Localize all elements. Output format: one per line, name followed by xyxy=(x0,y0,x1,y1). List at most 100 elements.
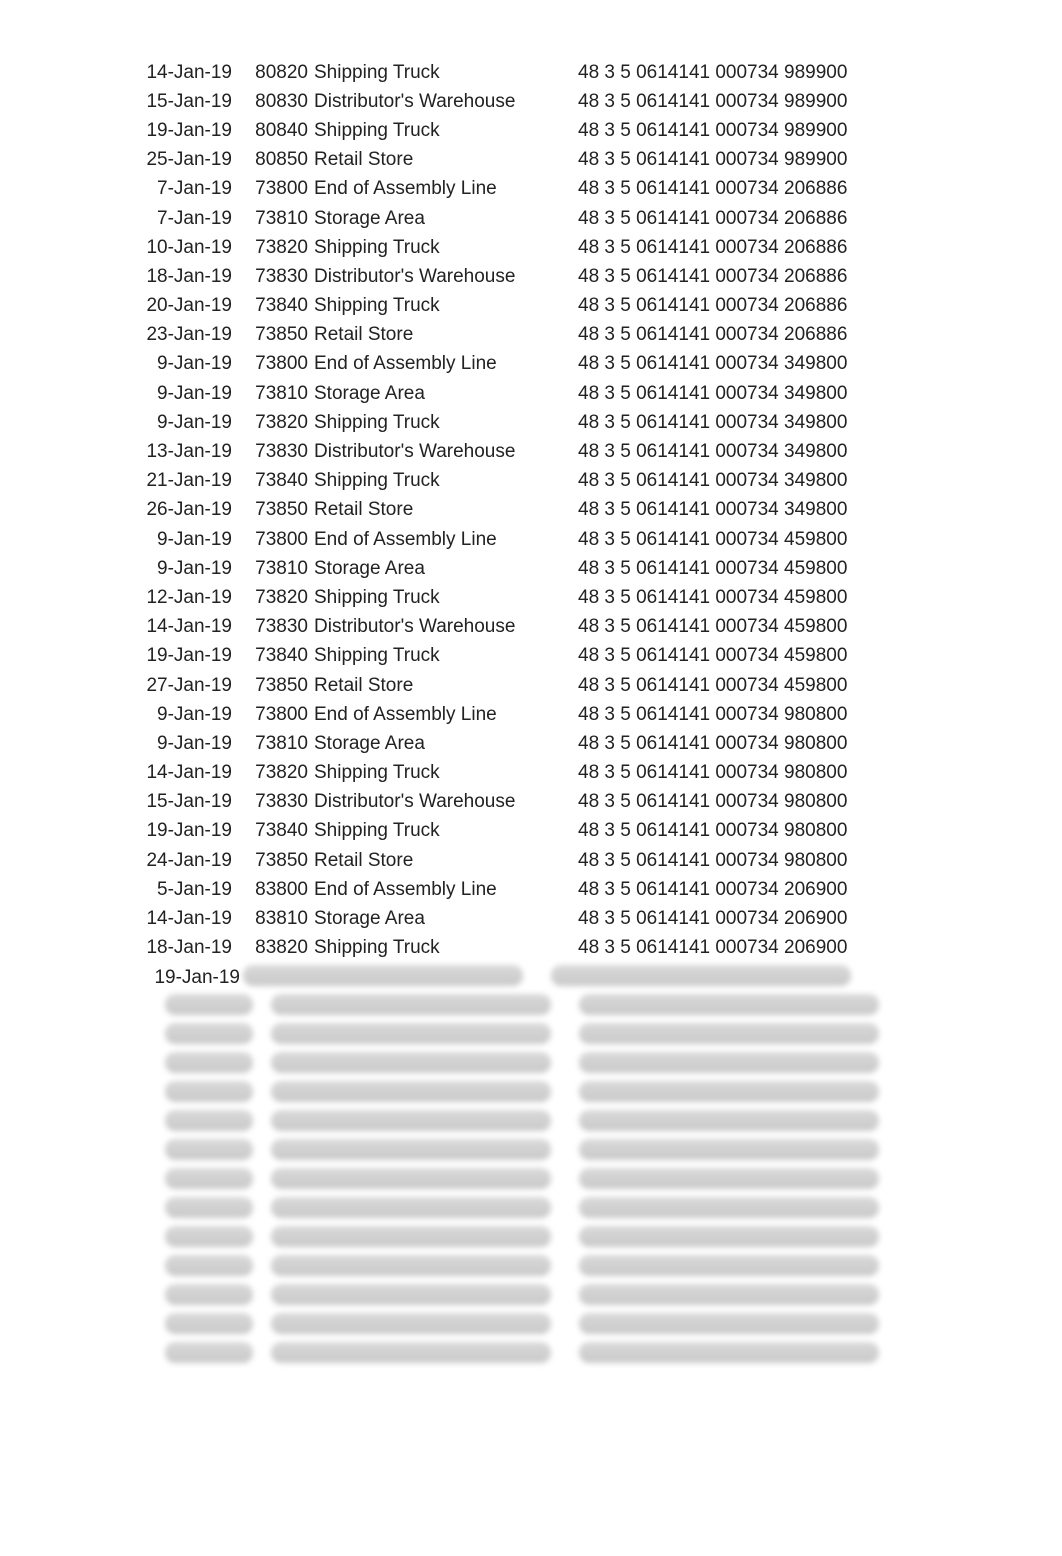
table-row: 27-Jan-1973850Retail Store48 3 5 0614141… xyxy=(100,671,1000,700)
cell-date: 23-Jan-19 xyxy=(100,324,240,346)
obscured-chunk xyxy=(271,1197,551,1218)
cell-code: 73840 xyxy=(240,820,314,842)
table-row: 23-Jan-1973850Retail Store48 3 5 0614141… xyxy=(100,321,1000,350)
cell-numbers: 48 3 5 0614141 000734 980800 xyxy=(578,762,978,784)
cell-numbers: 48 3 5 0614141 000734 980800 xyxy=(578,791,978,813)
cell-code: 80830 xyxy=(240,91,314,113)
cell-code: 73810 xyxy=(240,208,314,230)
cell-date: 27-Jan-19 xyxy=(100,675,240,697)
table-row: 13-Jan-1973830Distributor's Warehouse48 … xyxy=(100,437,1000,466)
table-row: 10-Jan-1973820Shipping Truck48 3 5 06141… xyxy=(100,233,1000,262)
cell-code: 73810 xyxy=(240,383,314,405)
obscured-row xyxy=(165,1110,965,1131)
obscured-row xyxy=(165,965,965,986)
cell-code: 83820 xyxy=(240,937,314,959)
cell-code: 73850 xyxy=(240,324,314,346)
cell-description: Shipping Truck xyxy=(314,937,578,959)
cell-description: Storage Area xyxy=(314,908,578,930)
obscured-chunk xyxy=(165,1313,253,1334)
cell-description: Storage Area xyxy=(314,208,578,230)
table-row: 9-Jan-1973800End of Assembly Line48 3 5 … xyxy=(100,525,1000,554)
cell-description: End of Assembly Line xyxy=(314,704,578,726)
obscured-chunk xyxy=(579,1226,879,1247)
cell-numbers: 48 3 5 0614141 000734 349800 xyxy=(578,470,978,492)
cell-numbers: 48 3 5 0614141 000734 206886 xyxy=(578,208,978,230)
obscured-chunk xyxy=(243,965,523,986)
cell-code: 73830 xyxy=(240,616,314,638)
obscured-chunk xyxy=(165,1110,253,1131)
cell-numbers: 48 3 5 0614141 000734 206886 xyxy=(578,295,978,317)
cell-numbers: 48 3 5 0614141 000734 349800 xyxy=(578,441,978,463)
cell-numbers: 48 3 5 0614141 000734 989900 xyxy=(578,62,978,84)
cell-code: 73850 xyxy=(240,499,314,521)
cell-date: 5-Jan-19 xyxy=(100,879,240,901)
cell-date: 19-Jan-19 xyxy=(100,820,240,842)
document-page: 14-Jan-1980820Shipping Truck48 3 5 06141… xyxy=(0,0,1062,1556)
cell-numbers: 48 3 5 0614141 000734 980800 xyxy=(578,820,978,842)
obscured-chunk xyxy=(165,1255,253,1276)
cell-date: 9-Jan-19 xyxy=(100,383,240,405)
cell-numbers: 48 3 5 0614141 000734 206886 xyxy=(578,266,978,288)
obscured-chunk xyxy=(579,1139,879,1160)
cell-description: Distributor's Warehouse xyxy=(314,791,578,813)
obscured-row xyxy=(165,1313,965,1334)
cell-code: 73850 xyxy=(240,850,314,872)
cell-numbers: 48 3 5 0614141 000734 459800 xyxy=(578,558,978,580)
obscured-chunk xyxy=(165,1226,253,1247)
cell-description: Shipping Truck xyxy=(314,120,578,142)
cell-description: Shipping Truck xyxy=(314,412,578,434)
cell-code: 73800 xyxy=(240,178,314,200)
obscured-chunk xyxy=(165,994,253,1015)
cell-code: 73800 xyxy=(240,704,314,726)
cell-date: 21-Jan-19 xyxy=(100,470,240,492)
cell-description: Distributor's Warehouse xyxy=(314,616,578,638)
cell-date: 10-Jan-19 xyxy=(100,237,240,259)
obscured-chunk xyxy=(165,1052,253,1073)
cell-description: Distributor's Warehouse xyxy=(314,266,578,288)
cell-numbers: 48 3 5 0614141 000734 349800 xyxy=(578,499,978,521)
cell-description: Retail Store xyxy=(314,324,578,346)
table-row: 9-Jan-1973810Storage Area48 3 5 0614141 … xyxy=(100,379,1000,408)
cell-numbers: 48 3 5 0614141 000734 989900 xyxy=(578,120,978,142)
obscured-chunk xyxy=(271,1313,551,1334)
table-row: 15-Jan-1973830Distributor's Warehouse48 … xyxy=(100,788,1000,817)
cell-numbers: 48 3 5 0614141 000734 459800 xyxy=(578,587,978,609)
cell-description: Retail Store xyxy=(314,149,578,171)
cell-date: 19-Jan-19 xyxy=(100,120,240,142)
obscured-chunk xyxy=(165,1197,253,1218)
cell-date: 9-Jan-19 xyxy=(100,704,240,726)
obscured-row xyxy=(165,1197,965,1218)
table-row: 9-Jan-1973820Shipping Truck48 3 5 061414… xyxy=(100,408,1000,437)
obscured-chunk xyxy=(271,1255,551,1276)
cell-numbers: 48 3 5 0614141 000734 459800 xyxy=(578,616,978,638)
obscured-chunk xyxy=(579,1081,879,1102)
obscured-chunk xyxy=(579,1168,879,1189)
obscured-chunk xyxy=(579,1110,879,1131)
obscured-row xyxy=(165,1052,965,1073)
cell-date: 14-Jan-19 xyxy=(100,616,240,638)
obscured-chunk xyxy=(579,1197,879,1218)
obscured-chunk xyxy=(271,1081,551,1102)
cell-date: 14-Jan-19 xyxy=(100,762,240,784)
cell-description: Shipping Truck xyxy=(314,820,578,842)
cell-code: 73800 xyxy=(240,353,314,375)
cell-code: 83800 xyxy=(240,879,314,901)
obscured-chunk xyxy=(271,994,551,1015)
cell-code: 73840 xyxy=(240,470,314,492)
cell-description: End of Assembly Line xyxy=(314,879,578,901)
cell-numbers: 48 3 5 0614141 000734 459800 xyxy=(578,529,978,551)
table-row: 18-Jan-1973830Distributor's Warehouse48 … xyxy=(100,262,1000,291)
table-row: 14-Jan-1973830Distributor's Warehouse48 … xyxy=(100,613,1000,642)
obscured-chunk xyxy=(579,1342,879,1363)
cell-code: 80850 xyxy=(240,149,314,171)
table-row: 9-Jan-1973810Storage Area48 3 5 0614141 … xyxy=(100,554,1000,583)
cell-date: 26-Jan-19 xyxy=(100,499,240,521)
table-row: 14-Jan-1980820Shipping Truck48 3 5 06141… xyxy=(100,58,1000,87)
table-row: 14-Jan-1983810Storage Area48 3 5 0614141… xyxy=(100,904,1000,933)
table-row: 9-Jan-1973810Storage Area48 3 5 0614141 … xyxy=(100,729,1000,758)
cell-code: 73830 xyxy=(240,441,314,463)
cell-code: 73820 xyxy=(240,237,314,259)
cell-description: Retail Store xyxy=(314,675,578,697)
obscured-row xyxy=(165,1139,965,1160)
obscured-row xyxy=(165,994,965,1015)
